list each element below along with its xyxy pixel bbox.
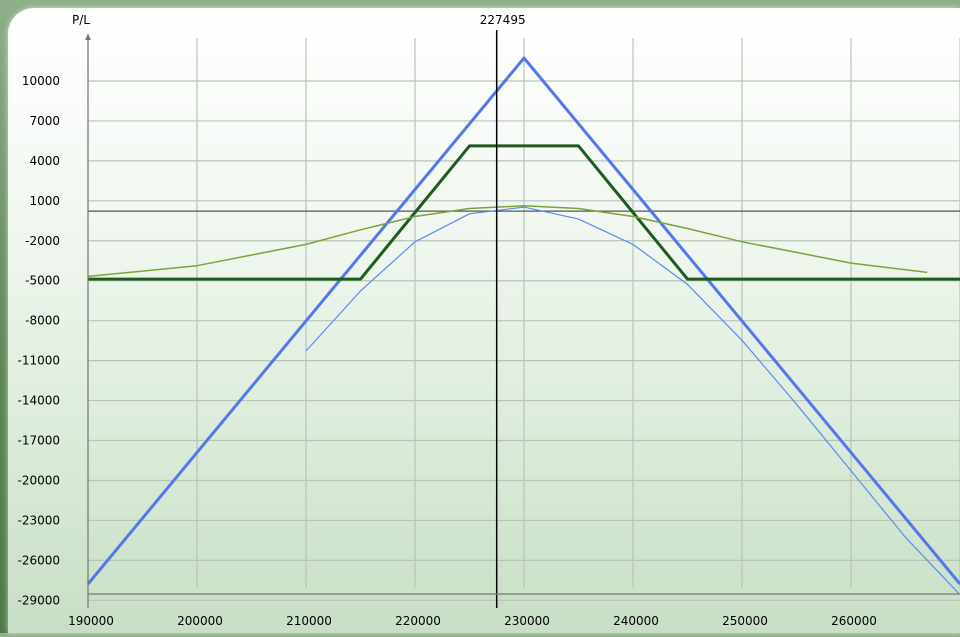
pl-chart: 10000 7000 4000 1000 -2000 -5000 -8000 -11000 -1… — [17, 13, 960, 628]
x-tick-label: 240000 — [613, 614, 659, 628]
y-tick-label: -26000 — [17, 553, 60, 567]
x-tick-label: 200000 — [177, 614, 223, 628]
y-tick-label: 4000 — [29, 154, 60, 168]
series-group — [86, 56, 960, 596]
y-tick-label: -29000 — [17, 593, 60, 607]
x-tick-label: 220000 — [395, 614, 441, 628]
y-tick-label: -20000 — [17, 473, 60, 487]
y-axis-arrow — [85, 34, 91, 40]
y-tick-label: 1000 — [29, 194, 60, 208]
axes — [85, 34, 960, 608]
y-tick-label: 7000 — [29, 114, 60, 128]
x-tick-label: 260000 — [831, 614, 877, 628]
y-tick-label: -17000 — [17, 434, 60, 448]
y-tick-label: -23000 — [17, 513, 60, 527]
grid — [87, 38, 960, 601]
marker-label: 227495 — [480, 13, 526, 27]
y-axis-label: P/L — [72, 13, 90, 27]
y-tick-label: -11000 — [17, 354, 60, 368]
x-tick-label: 250000 — [722, 614, 768, 628]
series-line-1 — [86, 56, 960, 585]
y-tick-label: -5000 — [25, 274, 60, 288]
y-tick-label: -14000 — [17, 394, 60, 408]
series-line-2 — [88, 144, 960, 281]
chart-frame: 10000 7000 4000 1000 -2000 -5000 -8000 -11000 -1… — [8, 8, 960, 633]
x-tick-labels: 190000 200000 210000 220000 230000 240000 2500… — [68, 614, 877, 628]
y-tick-label: -8000 — [25, 314, 60, 328]
series-line-3 — [87, 205, 928, 278]
x-tick-label: 190000 — [68, 614, 114, 628]
series-line-4 — [305, 206, 960, 596]
y-tick-labels: 10000 7000 4000 1000 -2000 -5000 -8000 -11000 -1… — [17, 74, 60, 607]
x-tick-label: 230000 — [504, 614, 550, 628]
y-tick-label: -2000 — [25, 234, 60, 248]
x-tick-label: 210000 — [286, 614, 332, 628]
y-tick-label: 10000 — [22, 74, 60, 88]
